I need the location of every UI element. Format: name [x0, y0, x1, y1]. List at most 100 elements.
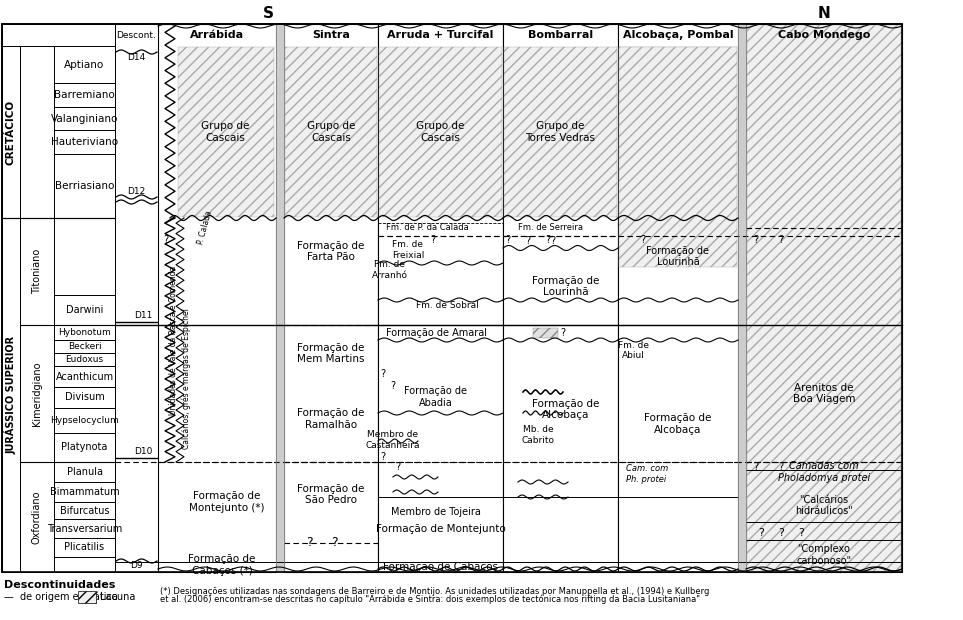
Bar	[54, 557, 115, 572]
Text: Fm. de
Abiul: Fm. de Abiul	[617, 341, 648, 360]
Text: Cam. com
Ph. protei: Cam. com Ph. protei	[626, 464, 668, 484]
Text: Calcários, grés e margas de Espichel: Calcários, grés e margas de Espichel	[181, 308, 191, 449]
Text: Arenitos de
Boa Viagem: Arenitos de Boa Viagem	[793, 383, 855, 404]
Text: ?: ?	[330, 536, 337, 549]
Bar	[20, 218, 54, 325]
Bar	[158, 24, 276, 572]
Bar	[178, 47, 274, 217]
Text: Cabo Mondego: Cabo Mondego	[778, 30, 871, 40]
Text: —  de origem eustática: — de origem eustática	[4, 591, 117, 602]
Bar	[618, 24, 738, 572]
Bar	[54, 433, 115, 462]
Text: CRETÁCICO: CRETÁCICO	[6, 99, 16, 164]
Text: Darwini: Darwini	[65, 305, 103, 315]
Bar	[504, 47, 617, 217]
Text: Mb. de
Cabrito: Mb. de Cabrito	[522, 425, 555, 445]
Bar	[54, 130, 115, 154]
Bar	[503, 24, 618, 572]
Text: Formação de Montejunto: Formação de Montejunto	[376, 525, 506, 534]
Bar	[54, 387, 115, 408]
Bar	[115, 24, 158, 46]
Text: ?: ?	[778, 462, 784, 472]
Bar	[379, 47, 502, 217]
Text: Barremiano: Barremiano	[54, 90, 115, 100]
Text: P. Calada: P. Calada	[196, 210, 214, 246]
Text: ?: ?	[526, 236, 531, 246]
Text: ?: ?	[560, 328, 565, 338]
Text: Grupo de
Torres Vedras: Grupo de Torres Vedras	[526, 121, 595, 143]
Text: Berriasiano: Berriasiano	[55, 181, 115, 191]
Text: D9: D9	[130, 562, 143, 570]
Bar	[115, 24, 158, 572]
Text: Formação de
Lourinhã: Formação de Lourinhã	[532, 276, 599, 298]
Text: ?: ?	[753, 235, 759, 245]
Text: Membro de Tojeira: Membro de Tojeira	[391, 507, 481, 517]
Text: Plicatilis: Plicatilis	[65, 542, 105, 552]
Bar	[284, 24, 378, 572]
Text: Formação de
Abadia: Formação de Abadia	[404, 386, 467, 408]
Text: Formação de
Lourinhã: Formação de Lourinhã	[646, 246, 710, 267]
Text: Bimammatum: Bimammatum	[50, 487, 119, 497]
Bar	[619, 47, 737, 267]
Text: Descont.: Descont.	[117, 30, 156, 40]
Text: Formação de
Mem Martins: Formação de Mem Martins	[298, 343, 365, 365]
Text: Unidades de Vale da Rasca e Comenda: Unidades de Vale da Rasca e Comenda	[169, 265, 178, 415]
Text: Bifurcatus: Bifurcatus	[60, 505, 109, 515]
Text: Beckeri: Beckeri	[67, 342, 101, 351]
Text: Oxfordiano: Oxfordiano	[32, 490, 42, 544]
Text: Grupo de
Cascais: Grupo de Cascais	[201, 121, 249, 143]
Text: Fm. de
Arranhó: Fm. de Arranhó	[372, 260, 408, 280]
Bar	[619, 47, 737, 217]
Bar	[533, 328, 558, 338]
Text: Alcobaça, Pombal: Alcobaça, Pombal	[623, 30, 733, 40]
Text: "Complexo
carbonoso": "Complexo carbonoso"	[796, 544, 851, 566]
Text: Fm. de Serreira: Fm. de Serreira	[518, 223, 583, 232]
Text: Formação de
Cabaços (*): Formação de Cabaços (*)	[189, 554, 256, 576]
Text: Formação de
Farta Pão: Formação de Farta Pão	[298, 241, 365, 262]
Text: Grupo de
Cascais: Grupo de Cascais	[416, 121, 465, 143]
Text: ?: ?	[305, 536, 312, 549]
Bar	[2, 218, 20, 572]
Bar	[158, 24, 276, 46]
Text: Divisum: Divisum	[65, 392, 104, 402]
Bar	[54, 46, 115, 83]
Bar	[54, 325, 115, 340]
Text: ?: ?	[545, 235, 551, 245]
Text: D12: D12	[127, 187, 145, 195]
Text: Acanthicum: Acanthicum	[56, 371, 114, 381]
Bar	[2, 24, 902, 572]
Text: ?: ?	[758, 528, 764, 538]
Text: Fm. de Sobral: Fm. de Sobral	[416, 301, 479, 309]
Text: ?: ?	[506, 235, 510, 245]
Text: ?: ?	[430, 235, 435, 245]
Bar	[618, 24, 738, 46]
Text: Descontinuidades: Descontinuidades	[4, 580, 116, 590]
Text: Kimeridgiano: Kimeridgiano	[32, 361, 42, 426]
Bar	[54, 107, 115, 130]
Text: ?: ?	[640, 235, 645, 245]
Bar	[285, 47, 377, 217]
Text: Bombarral: Bombarral	[528, 30, 593, 40]
Bar	[54, 408, 115, 433]
Bar	[54, 482, 115, 502]
Text: Transversarium: Transversarium	[47, 523, 122, 533]
Text: Planula: Planula	[66, 467, 102, 477]
Text: Formação de
São Pedro: Formação de São Pedro	[298, 484, 365, 505]
Text: Membro de
Castanheira: Membro de Castanheira	[366, 430, 420, 450]
Bar	[746, 24, 902, 572]
Text: ?: ?	[753, 462, 759, 472]
Text: ?: ?	[380, 452, 385, 462]
Bar	[54, 83, 115, 107]
Bar	[378, 24, 503, 46]
Text: "Calcários
hidráulicos": "Calcários hidráulicos"	[795, 495, 853, 516]
Bar	[54, 295, 115, 325]
Text: ?: ?	[778, 528, 784, 538]
Text: D11: D11	[135, 311, 153, 319]
Bar	[378, 24, 503, 572]
Text: Hybonotum: Hybonotum	[58, 328, 111, 337]
Text: Lacuna: Lacuna	[100, 592, 136, 602]
Bar	[54, 340, 115, 353]
Text: Formação de
Alcobaça: Formação de Alcobaça	[532, 399, 599, 420]
Text: (*) Designações utilizadas nas sondagens de Barreiro e de Montijo. As unidades u: (*) Designações utilizadas nas sondagens…	[160, 587, 710, 595]
Text: Grupo de
Cascais: Grupo de Cascais	[307, 121, 355, 143]
